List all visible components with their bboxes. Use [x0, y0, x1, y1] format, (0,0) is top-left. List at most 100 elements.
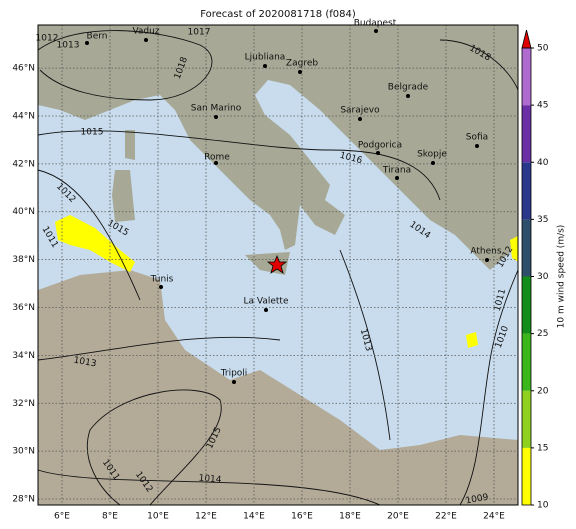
x-tick-label: 12°E	[195, 512, 217, 522]
x-tick-label: 16°E	[291, 512, 313, 522]
colorbar-tick-label: 50	[537, 44, 549, 54]
isobar	[439, 39, 519, 91]
land	[38, 25, 518, 270]
wind-area	[510, 236, 518, 262]
city-dot	[395, 176, 399, 180]
city-dot	[85, 41, 89, 45]
city-dot	[214, 115, 218, 119]
city-label: Budapest	[354, 19, 397, 29]
isobar	[37, 336, 281, 361]
colorbar-tick-label: 10	[537, 501, 549, 511]
city-label: Belgrade	[388, 83, 429, 93]
x-tick-label: 18°E	[339, 512, 361, 522]
y-tick-label: 42°N	[12, 159, 35, 169]
x-tick-label: 6°E	[54, 512, 70, 522]
city-label: Ljubliana	[245, 53, 286, 63]
city-dot	[358, 117, 362, 121]
y-tick-label: 36°N	[12, 303, 35, 313]
y-tick-label: 38°N	[12, 255, 35, 265]
isobar	[339, 249, 391, 441]
graticule	[38, 25, 518, 505]
colorbar-segment	[522, 48, 531, 106]
city-label: Podgorica	[358, 141, 402, 151]
city-label: San Marino	[191, 104, 242, 114]
colorbar: 10 15 20 25 30 35 40 45 50 10 m wind speed (m/s)	[521, 29, 567, 511]
colorbar-tick-label: 30	[537, 272, 549, 282]
colorbar-label: 10 m wind speed (m/s)	[557, 225, 567, 329]
y-tick-label: 28°N	[12, 495, 35, 505]
isobar-label: 1013	[73, 356, 97, 370]
isobar	[37, 469, 381, 506]
wind-area	[55, 215, 135, 272]
city-label: Bern	[87, 32, 108, 42]
wind-area	[466, 332, 478, 348]
city-dot	[485, 258, 489, 262]
x-tick-label: 20°E	[387, 512, 409, 522]
colorbar-segment	[522, 219, 531, 277]
city-label: Tirana	[382, 166, 411, 176]
title: Forecast of 2020081718 (f084)	[200, 9, 356, 20]
city-label: Tripoli	[220, 369, 248, 379]
star-marker	[266, 254, 288, 274]
isobar-label: 1017	[188, 28, 211, 38]
colorbar-tick-label: 15	[537, 443, 548, 453]
colorbar-tick-label: 35	[537, 215, 548, 225]
city-dot	[475, 144, 479, 148]
city-label: Sarajevo	[340, 106, 380, 116]
isobar-label: 1013	[57, 41, 80, 51]
x-tick-label: 22°E	[435, 512, 457, 522]
city-dot	[159, 285, 163, 289]
isobar	[37, 169, 141, 301]
colorbar-segment	[522, 390, 531, 448]
land	[125, 130, 135, 160]
y-tick-label: 40°N	[12, 207, 35, 217]
colorbar-extend	[521, 29, 532, 49]
isobar	[459, 269, 519, 506]
colorbar-segment	[522, 276, 531, 334]
city-dot	[144, 38, 148, 42]
isobar	[37, 30, 213, 101]
city-label: Sofia	[466, 133, 488, 143]
colorbar-segment	[522, 162, 531, 220]
cities: Budapest Bern Vaduz Ljubliana Zagreb San…	[85, 19, 502, 384]
city-label: Rome	[204, 153, 230, 163]
map-frame	[37, 24, 519, 506]
city-label: La Valette	[244, 297, 289, 307]
colorbar-tick-label: 20	[537, 386, 549, 396]
city-label: Tunis	[150, 275, 174, 285]
colorbar-segment	[522, 105, 531, 163]
city-dot	[264, 308, 268, 312]
colorbar-tick-label: 40	[537, 158, 549, 168]
city-dot	[431, 161, 435, 165]
x-tick-label: 14°E	[243, 512, 265, 522]
colorbar-segment	[522, 447, 531, 505]
city-label: Skopje	[417, 150, 447, 160]
x-tick-label: 10°E	[147, 512, 169, 522]
isobar	[86, 389, 222, 506]
colorbar-tick-label: 25	[537, 329, 548, 339]
y-tick-label: 46°N	[12, 64, 35, 74]
city-label: Vaduz	[132, 27, 159, 37]
city-dot	[214, 161, 218, 165]
y-tick-label: 30°N	[12, 447, 35, 457]
y-tick-label: 34°N	[12, 351, 35, 361]
land	[112, 170, 135, 222]
city-dot	[374, 29, 378, 33]
city-dot	[406, 94, 410, 98]
city-dot	[263, 64, 267, 68]
y-tick-label: 44°N	[12, 111, 35, 121]
city-label: Zagreb	[286, 59, 318, 69]
x-tick-label: 24°E	[483, 512, 505, 522]
basemap	[38, 25, 518, 505]
isobar-label: 1015	[81, 128, 104, 138]
city-dot	[298, 70, 302, 74]
colorbar-tick-label: 45	[537, 101, 548, 111]
x-tick-label: 8°E	[102, 512, 118, 522]
isobar-label: 1014	[198, 474, 222, 486]
isobar-label: 1009	[465, 493, 490, 507]
isobar-label: 1012	[36, 34, 59, 44]
city-dot	[232, 380, 236, 384]
colorbar-segment	[522, 333, 531, 391]
y-tick-label: 32°N	[12, 399, 35, 409]
